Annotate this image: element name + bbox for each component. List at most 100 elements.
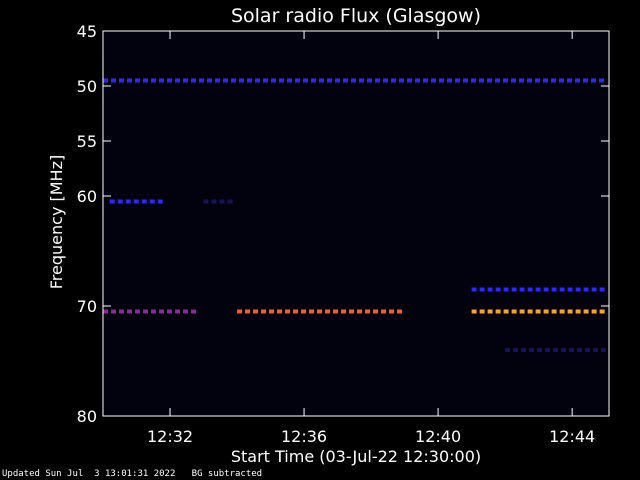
feature-cell	[495, 309, 501, 314]
feature-cell	[567, 78, 572, 83]
x-tick-label: 12:36	[281, 427, 327, 446]
feature-cell	[149, 199, 155, 204]
feature-cell	[271, 78, 276, 83]
feature-cell	[255, 78, 260, 83]
feature-cell	[127, 78, 132, 83]
feature-cell	[151, 309, 156, 314]
feature-cell	[479, 287, 485, 292]
feature-cell	[575, 287, 581, 292]
x-axis: 12:32 12:36 12:40 12:44	[147, 31, 595, 446]
feature-cell	[227, 199, 233, 204]
feature-cell	[535, 78, 540, 83]
feature-cell	[551, 78, 556, 83]
feature-cell	[211, 199, 217, 204]
feature-cell	[119, 309, 124, 314]
x-axis-label: Start Time (03-Jul-22 12:30:00)	[231, 447, 481, 466]
footer: Updated Sun Jul 3 13:01:31 2022 BG subtr…	[2, 469, 262, 479]
feature-cell	[503, 287, 509, 292]
feature-cell	[383, 78, 388, 83]
feature-cell	[287, 78, 292, 83]
feature-2	[203, 199, 233, 204]
feature-cell	[583, 78, 588, 83]
feature-cell	[375, 78, 380, 83]
feature-cell	[143, 78, 148, 83]
y-tick-label: 55	[77, 132, 97, 151]
feature-cell	[175, 78, 180, 83]
feature-cell	[231, 78, 236, 83]
feature-cell	[455, 78, 460, 83]
feature-cell	[513, 348, 519, 352]
chart-title: Solar radio Flux (Glasgow)	[231, 5, 481, 27]
background-note: BG subtracted	[191, 469, 263, 479]
feature-cell	[527, 78, 532, 83]
feature-cell	[591, 287, 597, 292]
feature-cell	[239, 78, 244, 83]
y-axis: 45 50 55 60 70 80	[77, 22, 609, 426]
feature-cell	[311, 78, 316, 83]
feature-cell	[357, 309, 363, 314]
feature-cell	[143, 309, 148, 314]
feature-cell	[175, 309, 180, 314]
feature-cell	[505, 348, 511, 352]
feature-cell	[585, 348, 591, 352]
feature-cell	[439, 78, 444, 83]
feature-cell	[303, 78, 308, 83]
feature-cell	[495, 287, 501, 292]
feature-cell	[191, 309, 196, 314]
feature-cell	[583, 309, 589, 314]
feature-cell	[599, 78, 604, 83]
feature-cell	[529, 348, 535, 352]
feature-cell	[527, 287, 533, 292]
feature-cell	[527, 309, 533, 314]
emission-features	[103, 78, 606, 352]
feature-cell	[447, 78, 452, 83]
feature-cell	[487, 78, 492, 83]
x-tick-label: 12:40	[415, 427, 461, 446]
feature-cell	[487, 287, 493, 292]
feature-cell	[167, 78, 172, 83]
feature-cell	[333, 309, 339, 314]
feature-cell	[199, 78, 204, 83]
feature-cell	[325, 309, 331, 314]
feature-cell	[261, 309, 267, 314]
feature-cell	[535, 287, 541, 292]
feature-cell	[351, 78, 356, 83]
feature-cell	[511, 287, 517, 292]
feature-cell	[431, 78, 436, 83]
feature-cell	[157, 199, 163, 204]
x-tick-label: 12:44	[549, 427, 595, 446]
feature-cell	[519, 309, 525, 314]
feature-cell	[117, 199, 123, 204]
feature-cell	[561, 348, 567, 352]
feature-cell	[125, 199, 131, 204]
y-tick-label: 70	[77, 297, 97, 316]
feature-cell	[203, 199, 209, 204]
feature-cell	[591, 309, 597, 314]
y-tick-label: 80	[77, 407, 97, 426]
x-tick-label: 12:32	[147, 427, 193, 446]
feature-cell	[591, 78, 596, 83]
feature-cell	[327, 78, 332, 83]
feature-4	[103, 309, 196, 314]
feature-3	[471, 287, 605, 292]
y-tick-label: 50	[77, 77, 97, 96]
feature-cell	[111, 309, 116, 314]
feature-cell	[471, 287, 477, 292]
y-axis-label: Frequency [MHz]	[47, 155, 66, 289]
feature-cell	[373, 309, 379, 314]
feature-cell	[519, 78, 524, 83]
feature-cell	[285, 309, 291, 314]
feature-cell	[599, 309, 605, 314]
feature-cell	[399, 78, 404, 83]
feature-cell	[423, 78, 428, 83]
feature-cell	[219, 199, 225, 204]
feature-cell	[277, 309, 283, 314]
feature-cell	[495, 78, 500, 83]
feature-cell	[569, 348, 575, 352]
feature-cell	[543, 78, 548, 83]
feature-cell	[119, 78, 124, 83]
feature-cell	[543, 287, 549, 292]
feature-cell	[247, 78, 252, 83]
feature-cell	[567, 287, 573, 292]
